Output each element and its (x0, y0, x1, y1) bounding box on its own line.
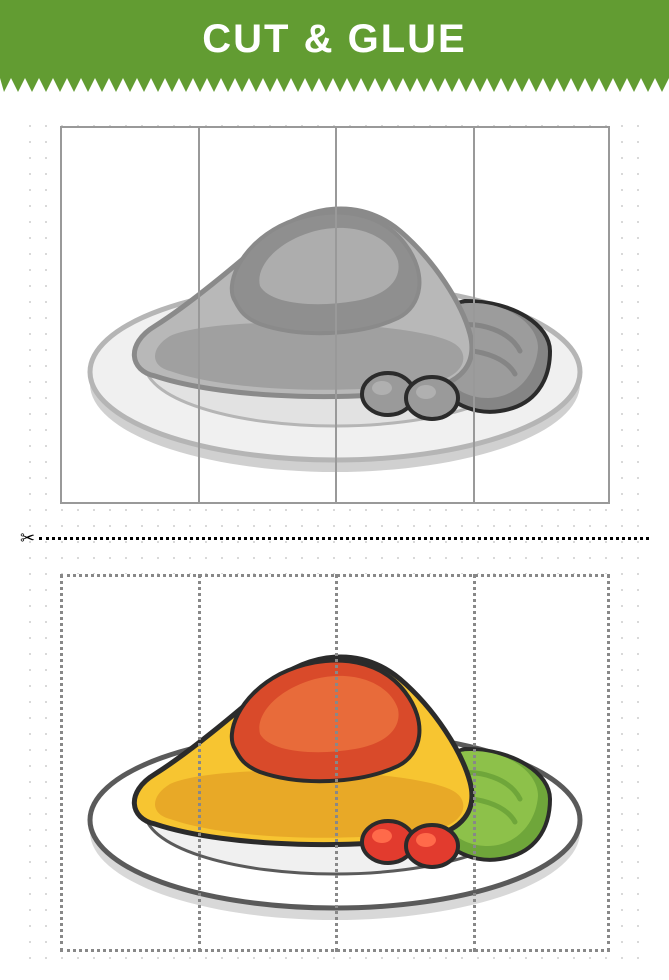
zigzag-divider (0, 78, 669, 96)
header-bar: CUT & GLUE (0, 0, 669, 78)
reference-panel-grayscale (60, 126, 610, 504)
scissors-icon: ✂ (20, 528, 35, 549)
cut-dashed-line (39, 537, 649, 540)
cut-instruction-line: ✂ (20, 528, 649, 548)
cutout-panel-color (60, 574, 610, 952)
food-illustration-gray (60, 126, 610, 504)
worksheet-content: ✂ (0, 96, 669, 980)
page-title: CUT & GLUE (202, 17, 466, 62)
food-illustration-color (60, 574, 610, 952)
